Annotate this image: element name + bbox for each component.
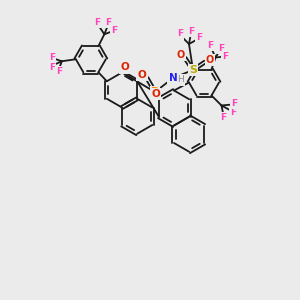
Text: F: F [105, 18, 111, 27]
Text: F: F [188, 26, 194, 35]
Text: F: F [220, 113, 226, 122]
Text: F: F [207, 41, 214, 50]
Text: O: O [177, 50, 185, 60]
Text: H: H [178, 76, 184, 85]
Text: O: O [138, 70, 146, 80]
Text: P: P [151, 87, 159, 97]
Text: F: F [231, 99, 238, 108]
Text: O: O [121, 62, 129, 73]
Text: N: N [169, 73, 177, 83]
Text: F: F [111, 26, 117, 35]
Text: F: F [177, 29, 183, 38]
Text: F: F [49, 63, 55, 72]
Text: O: O [152, 89, 160, 99]
Text: O: O [206, 55, 214, 65]
Text: F: F [49, 53, 55, 62]
Text: F: F [196, 34, 202, 43]
Text: F: F [56, 67, 62, 76]
Text: S: S [189, 65, 197, 75]
Text: F: F [94, 18, 101, 27]
Text: F: F [230, 108, 237, 117]
Text: F: F [218, 44, 225, 53]
Text: F: F [222, 52, 229, 61]
